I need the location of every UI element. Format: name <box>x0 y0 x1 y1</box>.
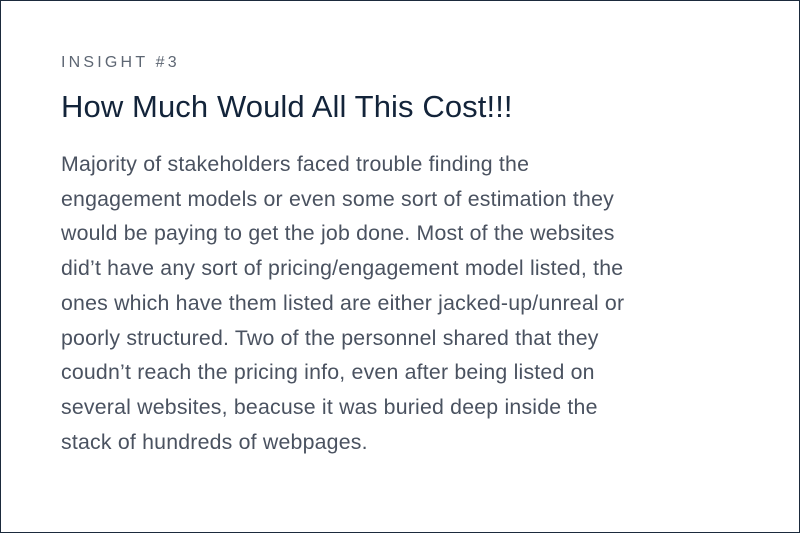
body-line: would be paying to get the job done. Mos… <box>61 221 615 246</box>
body-line: did’t have any sort of pricing/engagemen… <box>61 256 624 281</box>
body-line: Majority of stakeholders faced trouble f… <box>61 152 530 176</box>
body-line: ones which have them listed are either j… <box>61 290 625 315</box>
body-line: coudn’t reach the pricing info, even aft… <box>61 360 595 385</box>
body-line: engagement models or even some sort of e… <box>61 186 614 211</box>
insight-body: Majority of stakeholders faced trouble f… <box>61 147 739 459</box>
insight-title: How Much Would All This Cost!!! <box>61 89 513 124</box>
body-line: several websites, beacuse it was buried … <box>61 394 598 419</box>
insight-label: INSIGHT #3 <box>61 54 180 71</box>
body-line: poorly structured. Two of the personnel … <box>61 325 599 350</box>
body-line: stack of hundreds of webpages. <box>61 429 368 454</box>
